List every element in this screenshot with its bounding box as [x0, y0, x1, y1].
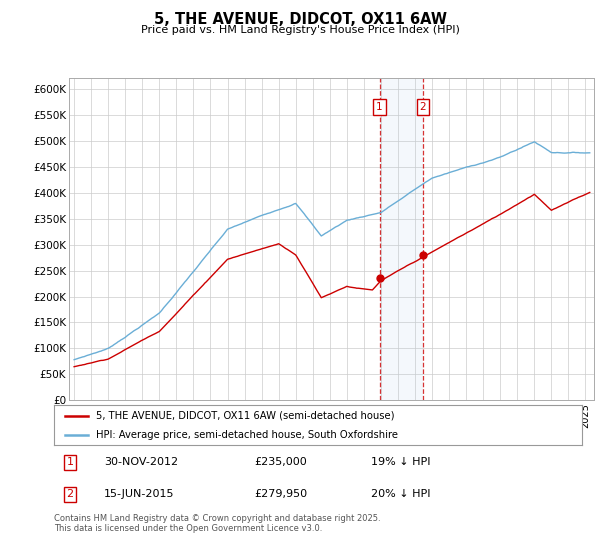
Text: 5, THE AVENUE, DIDCOT, OX11 6AW (semi-detached house): 5, THE AVENUE, DIDCOT, OX11 6AW (semi-de… [96, 411, 395, 421]
Text: 20% ↓ HPI: 20% ↓ HPI [371, 489, 430, 500]
Text: 5, THE AVENUE, DIDCOT, OX11 6AW: 5, THE AVENUE, DIDCOT, OX11 6AW [154, 12, 446, 27]
Text: 2: 2 [419, 102, 426, 112]
Text: 15-JUN-2015: 15-JUN-2015 [104, 489, 175, 500]
Text: 1: 1 [376, 102, 383, 112]
Text: £279,950: £279,950 [254, 489, 308, 500]
Text: £235,000: £235,000 [254, 457, 307, 467]
Text: 19% ↓ HPI: 19% ↓ HPI [371, 457, 430, 467]
Text: 2: 2 [66, 489, 73, 500]
Text: HPI: Average price, semi-detached house, South Oxfordshire: HPI: Average price, semi-detached house,… [96, 430, 398, 440]
Text: Price paid vs. HM Land Registry's House Price Index (HPI): Price paid vs. HM Land Registry's House … [140, 25, 460, 35]
Text: 1: 1 [67, 457, 73, 467]
Text: Contains HM Land Registry data © Crown copyright and database right 2025.
This d: Contains HM Land Registry data © Crown c… [54, 514, 380, 534]
Text: 30-NOV-2012: 30-NOV-2012 [104, 457, 178, 467]
Bar [380, 78, 423, 400]
